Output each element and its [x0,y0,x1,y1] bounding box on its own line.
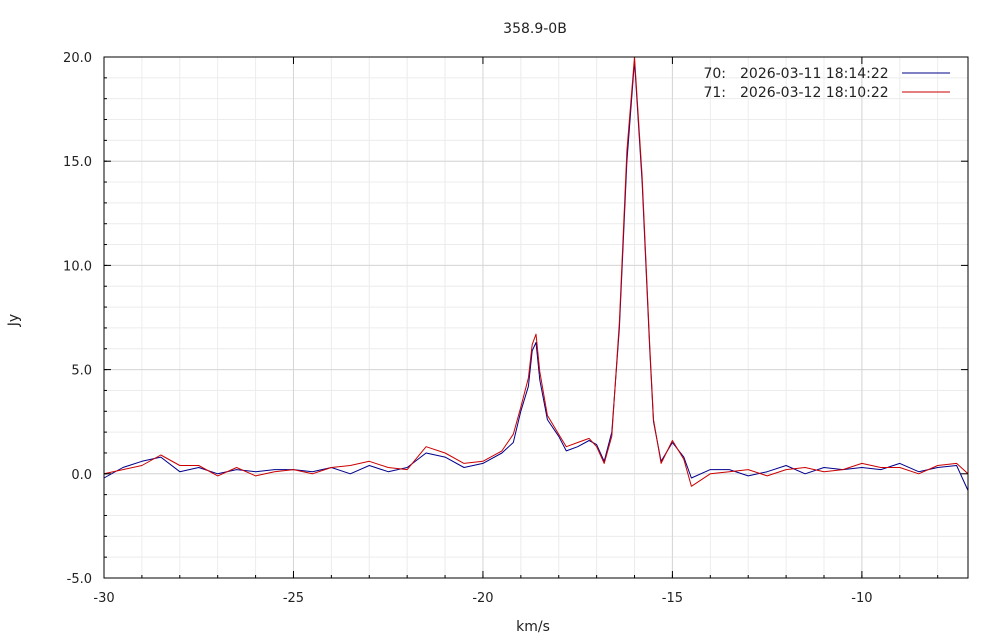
series-lines [103,56,969,491]
x-tick-label: -10 [851,591,872,606]
y-tick-label: 0.0 [71,468,92,483]
x-tick-label: -25 [283,591,304,606]
series-line-2 [103,56,969,487]
legend-label-2: 2026-03-12 18:10:22 [740,85,889,101]
legend-index-1: 70: [703,66,726,82]
x-tick-label: -15 [662,591,683,606]
chart-title: 358.9-0B [503,21,567,37]
y-axis-label: Jy [6,314,22,327]
y-tick-label: 20.0 [63,51,92,66]
series-line-1 [103,60,969,491]
legend-index-2: 71: [703,85,726,101]
x-tick-label: -20 [472,591,493,606]
y-tick-label: 5.0 [71,364,92,379]
plot-frame [103,56,969,579]
y-tick-label: 15.0 [63,155,92,170]
grid [103,56,968,579]
y-tick-label: 10.0 [63,259,92,274]
legend-label-1: 2026-03-11 18:14:22 [740,66,889,82]
axis-ticks: -30 -25 -20 -15 -10 -5.0 0.0 5.0 10.0 15.0 20.0 [63,51,968,606]
y-tick-label: -5.0 [67,572,92,587]
x-tick-label: -30 [93,591,114,606]
legend: 70: 2026-03-11 18:14:22 71: 2026-03-12 18:1… [703,66,950,101]
x-axis-label: km/s [516,619,550,635]
